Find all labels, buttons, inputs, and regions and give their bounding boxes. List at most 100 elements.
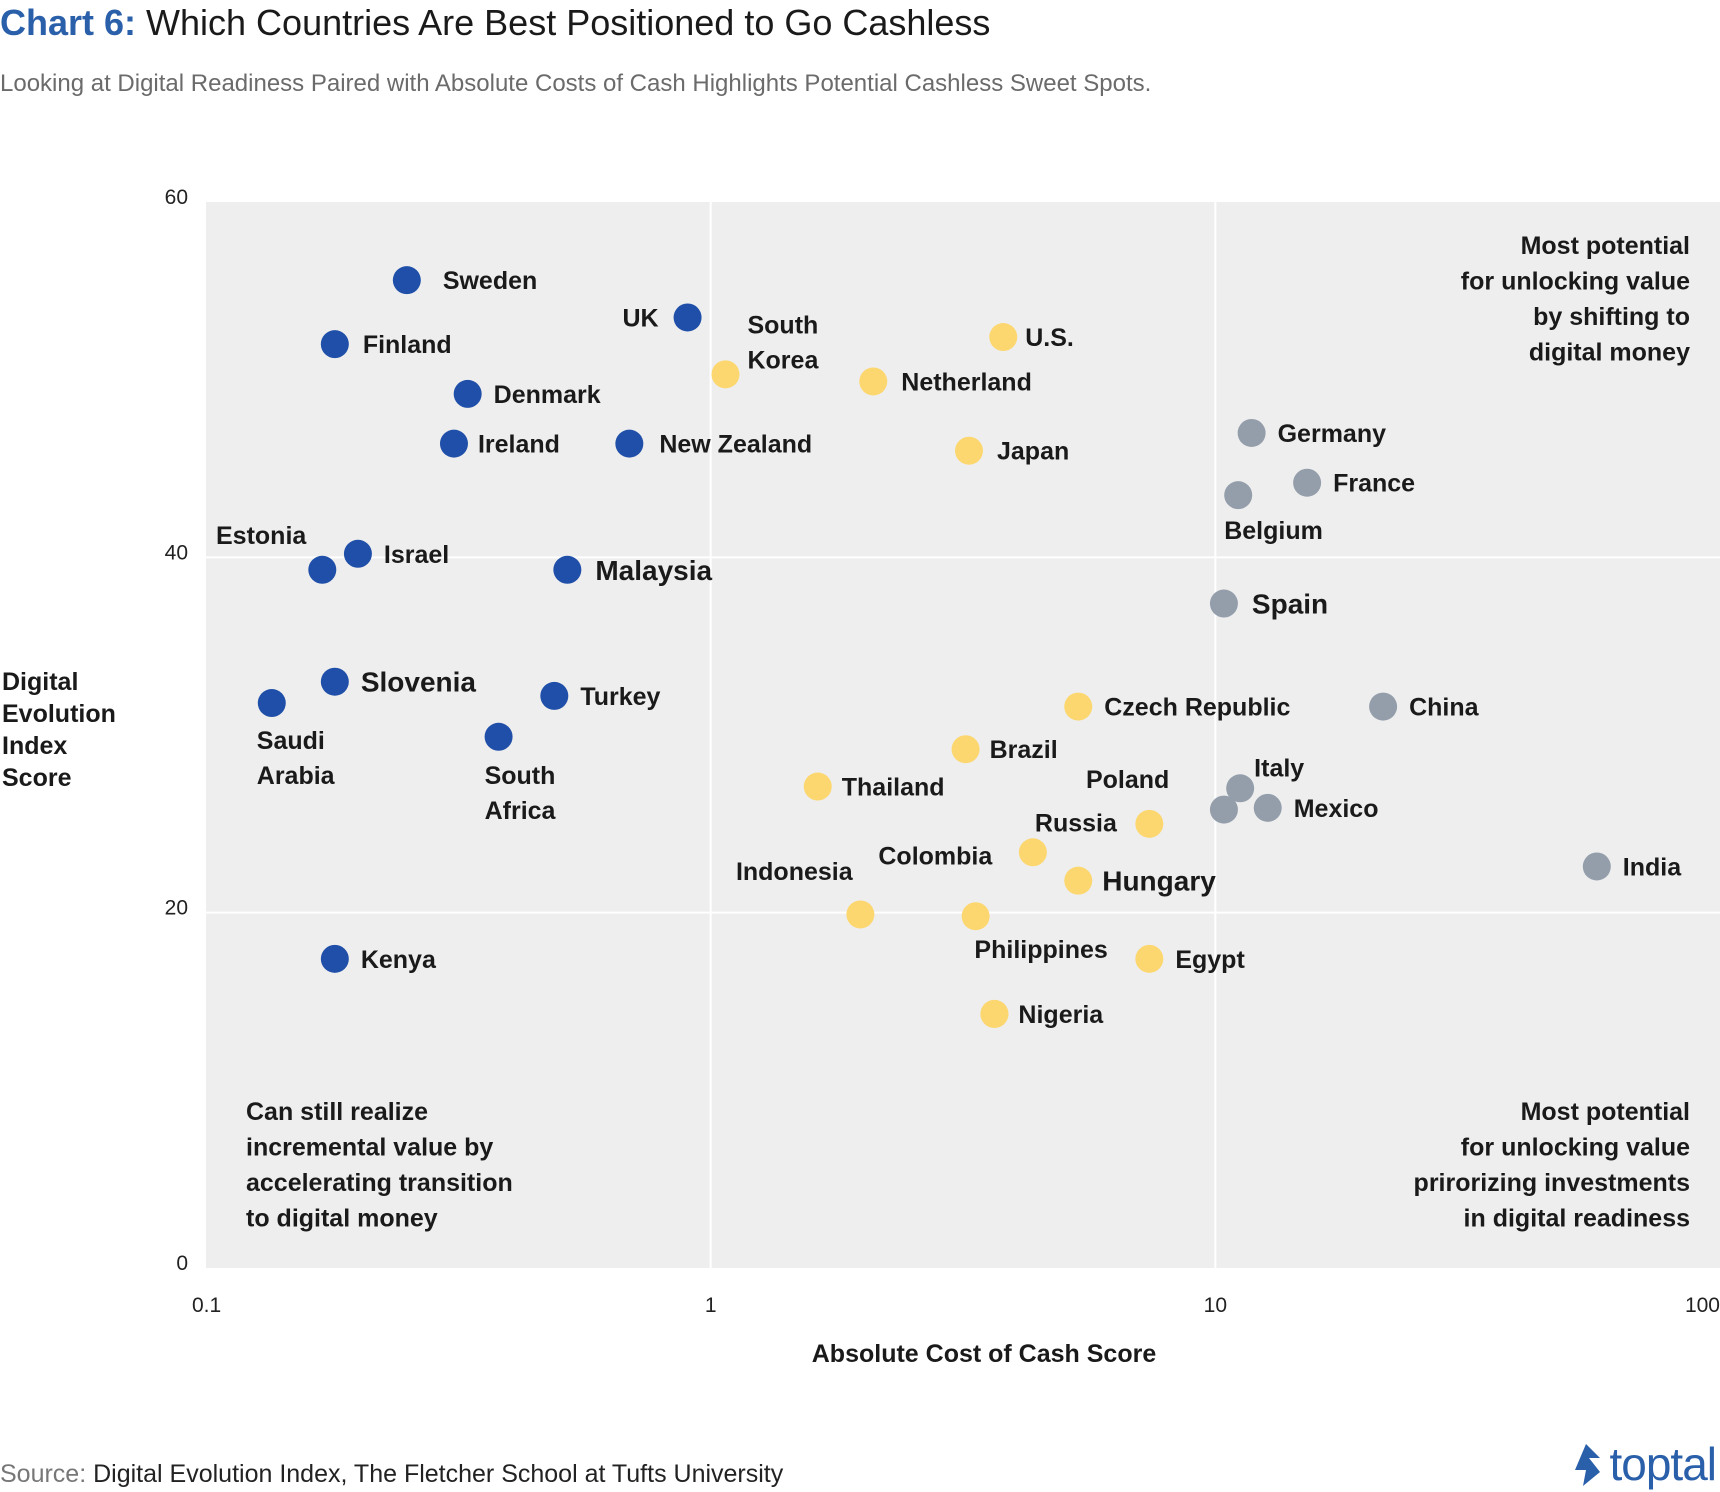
data-point [980,999,1009,1028]
data-point [1293,468,1322,497]
data-point [711,360,740,389]
point-label: U.S. [1025,324,1074,352]
point-label: Nigeria [1018,1001,1104,1029]
data-point [320,667,349,696]
x-tick-label: 100 [1685,1294,1720,1317]
chart-number: Chart 6: [0,2,137,43]
x-tick-label: 0.1 [192,1294,221,1317]
y-axis-title: Digital Evolution Index Score [2,668,116,792]
point-label: Finland [363,331,452,359]
plot-area: 0.1 1 10 100 0 20 40 60 Absolute Cost of Cash Sc… [2,186,1720,1368]
data-point [308,555,337,584]
data-point [1064,866,1093,895]
point-label: UK [622,304,658,332]
point-label: Brazil [990,736,1058,764]
point-label: Israel [384,541,449,569]
data-point [343,539,372,568]
point-label: Turkey [580,683,660,711]
point-label: Denmark [494,381,601,409]
data-point [320,944,349,973]
point-label: Italy [1254,754,1304,782]
data-point [1253,793,1282,822]
point-label: Slovenia [361,667,477,698]
point-label: Estonia [216,522,307,550]
data-point [1582,852,1611,881]
data-point [1237,418,1266,447]
logo-wordmark: toptal [1609,1438,1717,1490]
point-label: Sweden [443,267,537,295]
source-note: Source: Digital Evolution Index, The Fle… [0,1460,783,1489]
quadrant-note: Most potential for unlocking value by shif… [1461,232,1690,367]
data-point [673,303,702,332]
y-tick-label: 40 [165,541,188,564]
data-point [859,367,888,396]
point-label: Kenya [361,946,437,974]
quadrant-note: Most potential for unlocking value prirori… [1414,1098,1691,1233]
data-point [1064,692,1093,721]
chart-title-text: Which Countries Are Best Positioned to G… [136,2,991,43]
data-point [453,379,482,408]
point-label: Colombia [878,842,993,870]
data-point [320,330,349,359]
data-point [553,555,582,584]
point-label: New Zealand [659,431,812,459]
data-point [803,772,832,801]
point-label: Indonesia [736,858,854,886]
scatter-chart: 0.1 1 10 100 0 20 40 60 Absolute Cost of Cash Sc… [2,186,1720,1368]
point-label: Ireland [478,431,560,459]
point-label: Belgium [1224,517,1323,545]
point-label: Thailand [842,774,945,802]
y-tick-label: 0 [176,1252,188,1275]
data-point [615,429,644,458]
point-label: France [1333,470,1415,498]
data-point [1209,795,1238,824]
point-label: Russia [1035,809,1118,837]
data-point [846,900,875,929]
point-label: South Korea [747,311,819,374]
data-point [951,735,980,764]
point-label: Saudi Arabia [257,727,336,790]
point-label: Egypt [1175,946,1245,974]
point-label: India [1623,853,1682,881]
data-point [1369,692,1398,721]
y-tick-label: 20 [165,897,188,920]
point-label: Hungary [1102,866,1216,897]
x-tick-label: 1 [705,1294,717,1317]
point-label: Philippines [974,936,1107,964]
data-point [392,266,421,295]
point-label: Poland [1086,766,1169,794]
data-point [1018,838,1047,867]
data-point [961,902,990,931]
point-label: South Africa [485,762,557,825]
point-label: Japan [997,438,1069,466]
source-label: Source: [0,1460,87,1488]
data-point [1135,809,1164,838]
chart-title: Chart 6: Which Countries Are Best Positi… [0,2,990,44]
toptal-mark-icon [1575,1444,1601,1486]
chart-subtitle: Looking at Digital Readiness Paired with… [0,70,1152,97]
point-label: Germany [1278,420,1386,448]
source-text: Digital Evolution Index, The Fletcher Sc… [86,1460,784,1488]
x-tick-label: 10 [1204,1294,1227,1317]
point-label: Netherland [901,368,1032,396]
quadrant-note: Can still realize incremental value by acc… [246,1098,513,1233]
point-label: China [1409,694,1480,722]
data-point [1209,589,1238,618]
data-point [439,429,468,458]
data-point [540,681,569,710]
point-label: Mexico [1294,795,1379,823]
data-point [257,689,286,718]
plot-background [206,202,1720,1268]
data-point [954,436,983,465]
x-axis-title: Absolute Cost of Cash Score [812,1340,1157,1368]
point-label: Spain [1252,589,1328,620]
data-point [484,722,513,751]
data-point [1224,481,1253,510]
data-point [1226,774,1255,803]
point-label: Malaysia [595,555,712,586]
y-tick-label: 60 [165,186,188,209]
data-point [989,323,1018,352]
data-point [1135,944,1164,973]
toptal-logo[interactable]: toptal [1569,1438,1717,1490]
point-label: Czech Republic [1104,694,1290,722]
